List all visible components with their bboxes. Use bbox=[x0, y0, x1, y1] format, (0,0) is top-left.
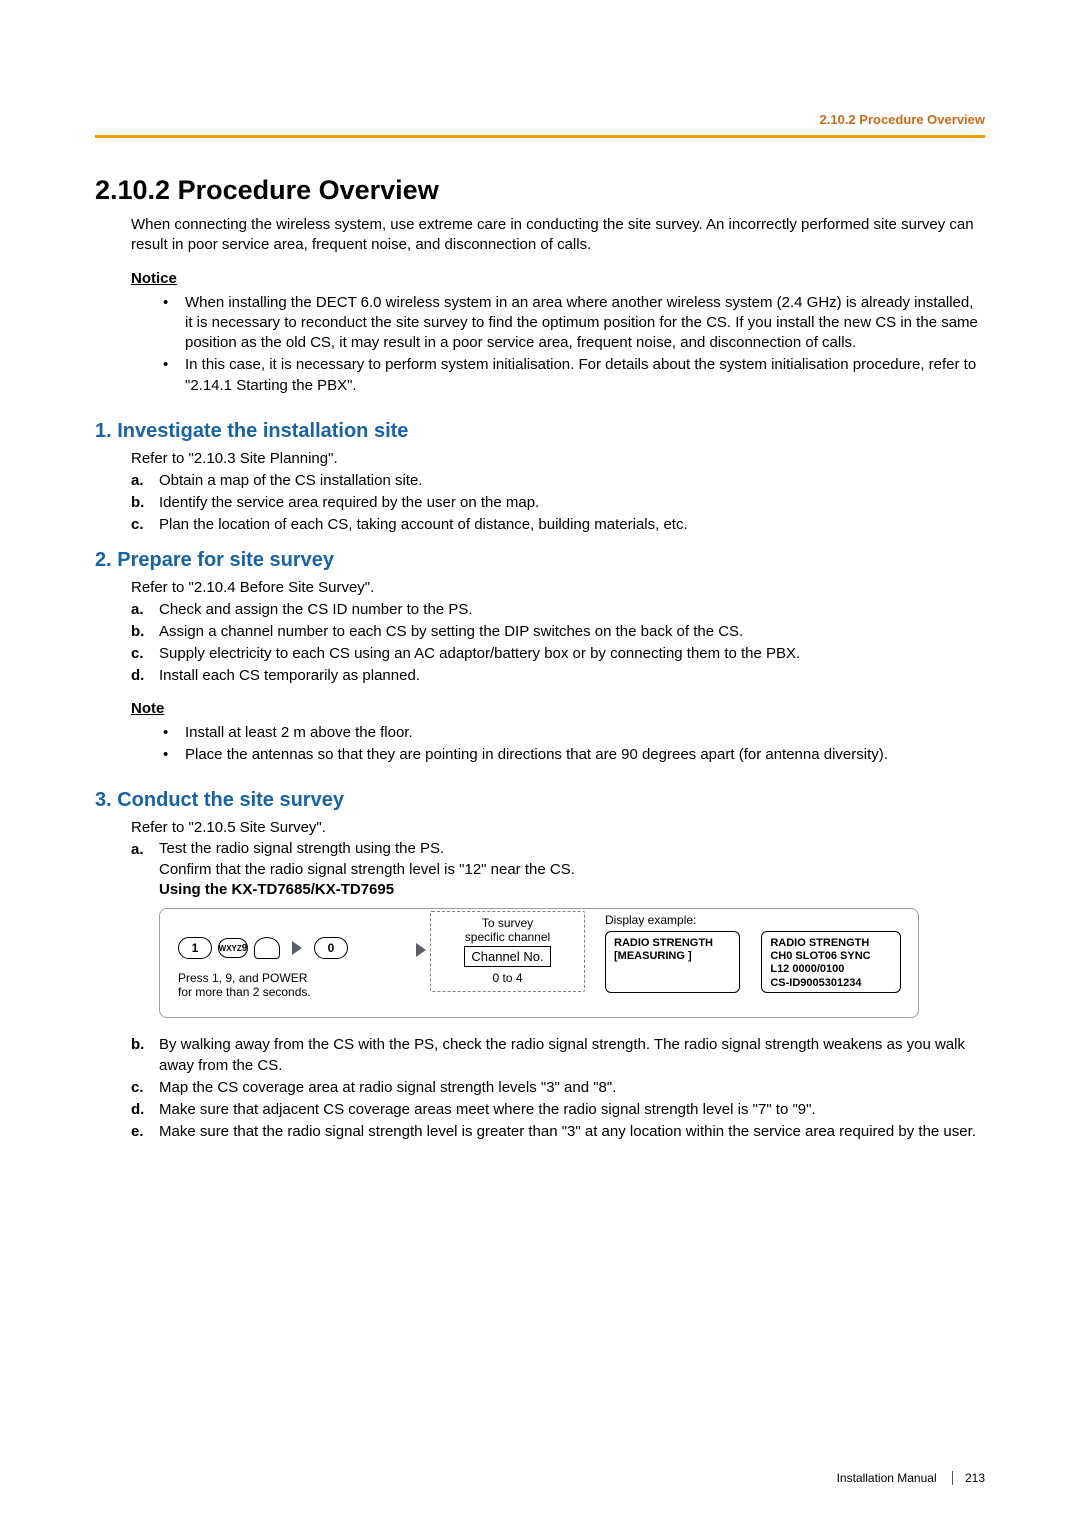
channel-range: 0 to 4 bbox=[437, 971, 578, 985]
list-item: b. Assign a channel number to each CS by … bbox=[131, 621, 985, 642]
item-text: Test the radio signal strength using the… bbox=[159, 839, 985, 900]
item-text: Obtain a map of the CS installation site… bbox=[159, 472, 422, 489]
display-box-result: RADIO STRENGTH CH0 SLOT06 SYNC L12 0000/… bbox=[761, 931, 901, 993]
section-3-list-a: a. Test the radio signal strength using … bbox=[131, 839, 985, 900]
display-example: Display example: RADIO STRENGTH [MEASURI… bbox=[605, 913, 901, 993]
item-letter: d. bbox=[131, 1099, 144, 1120]
refer-text: Refer to "2.10.3 Site Planning". bbox=[131, 450, 985, 467]
key-1-icon: 1 bbox=[178, 937, 212, 959]
item-text: Make sure that the radio signal strength… bbox=[159, 1123, 976, 1140]
list-item: a. Test the radio signal strength using … bbox=[131, 839, 985, 900]
notice-label: Notice bbox=[131, 270, 985, 287]
item-line: Confirm that the radio signal strength l… bbox=[159, 861, 575, 878]
note-item: Install at least 2 m above the floor. bbox=[185, 723, 985, 743]
section-3-list-rest: b. By walking away from the CS with the P… bbox=[131, 1034, 985, 1142]
power-key-icon bbox=[254, 937, 280, 959]
item-text: Install each CS temporarily as planned. bbox=[159, 667, 420, 684]
list-item: a. Check and assign the CS ID number to t… bbox=[131, 599, 985, 620]
item-text: Make sure that adjacent CS coverage area… bbox=[159, 1101, 816, 1118]
item-letter: a. bbox=[131, 599, 144, 620]
box-line: L12 0000/0100 bbox=[770, 963, 844, 975]
item-text: Check and assign the CS ID number to the… bbox=[159, 601, 473, 618]
notice-list: When installing the DECT 6.0 wireless sy… bbox=[185, 293, 985, 396]
box-line: CH0 SLOT06 SYNC bbox=[770, 950, 870, 962]
list-item: c. Plan the location of each CS, taking a… bbox=[131, 514, 985, 535]
item-bold-line: Using the KX-TD7685/KX-TD7695 bbox=[159, 881, 394, 898]
caption-line: Press 1, 9, and POWER bbox=[178, 971, 307, 985]
section-2-list: a. Check and assign the CS ID number to t… bbox=[131, 599, 985, 686]
item-letter: a. bbox=[131, 839, 144, 860]
item-text: Supply electricity to each CS using an A… bbox=[159, 645, 800, 662]
item-letter: c. bbox=[131, 1077, 144, 1098]
section-1-list: a. Obtain a map of the CS installation si… bbox=[131, 470, 985, 535]
refer-text: Refer to "2.10.4 Before Site Survey". bbox=[131, 579, 985, 596]
dash-caption: To survey specific channel bbox=[437, 916, 578, 944]
note-item: Place the antennas so that they are poin… bbox=[185, 745, 985, 765]
section-heading-1: 1. Investigate the installation site bbox=[95, 420, 985, 443]
notice-item: In this case, it is necessary to perform… bbox=[185, 355, 985, 396]
note-label: Note bbox=[131, 700, 985, 717]
header-rule bbox=[95, 135, 985, 138]
channel-dashed-box: To survey specific channel Channel No. 0… bbox=[430, 911, 585, 992]
list-item: e. Make sure that the radio signal streng… bbox=[131, 1121, 985, 1142]
section-heading-2: 2. Prepare for site survey bbox=[95, 549, 985, 572]
keys-caption: Press 1, 9, and POWER for more than 2 se… bbox=[178, 971, 311, 1000]
display-label: Display example: bbox=[605, 913, 696, 927]
item-letter: b. bbox=[131, 621, 144, 642]
page-footer: Installation Manual 213 bbox=[837, 1471, 985, 1485]
list-item: d. Make sure that adjacent CS coverage ar… bbox=[131, 1099, 985, 1120]
caption-line: for more than 2 seconds. bbox=[178, 985, 311, 999]
list-item: b. Identify the service area required by … bbox=[131, 492, 985, 513]
channel-no-box: Channel No. bbox=[464, 946, 550, 967]
footer-text: Installation Manual bbox=[837, 1471, 937, 1485]
item-text: By walking away from the CS with the PS,… bbox=[159, 1036, 965, 1074]
notice-item: When installing the DECT 6.0 wireless sy… bbox=[185, 293, 985, 354]
page-content: 2.10.2 Procedure Overview When connectin… bbox=[95, 175, 985, 1142]
item-text: Plan the location of each CS, taking acc… bbox=[159, 516, 688, 533]
item-line: Test the radio signal strength using the… bbox=[159, 840, 444, 857]
key-0-icon: 0 bbox=[314, 937, 348, 959]
item-letter: c. bbox=[131, 643, 144, 664]
display-box-measuring: RADIO STRENGTH [MEASURING ] bbox=[605, 931, 740, 993]
list-item: a. Obtain a map of the CS installation si… bbox=[131, 470, 985, 491]
refer-text: Refer to "2.10.5 Site Survey". bbox=[131, 819, 985, 836]
item-text: Identify the service area required by th… bbox=[159, 494, 539, 511]
key-sequence-diagram: 1 WXYZ9 0 Press 1, 9, and POWER for more… bbox=[159, 908, 919, 1018]
section-heading-3: 3. Conduct the site survey bbox=[95, 789, 985, 812]
page-title: 2.10.2 Procedure Overview bbox=[95, 175, 985, 206]
list-item: b. By walking away from the CS with the P… bbox=[131, 1034, 985, 1076]
arrow-right-icon bbox=[416, 943, 426, 957]
list-item: d. Install each CS temporarily as planned… bbox=[131, 665, 985, 686]
header-breadcrumb: 2.10.2 Procedure Overview bbox=[820, 112, 985, 127]
item-letter: b. bbox=[131, 1034, 144, 1055]
intro-paragraph: When connecting the wireless system, use… bbox=[131, 215, 985, 256]
key-row: 1 WXYZ9 0 bbox=[178, 937, 348, 959]
key-9-icon: WXYZ9 bbox=[218, 938, 248, 958]
box-line: [MEASURING ] bbox=[614, 950, 692, 962]
item-letter: a. bbox=[131, 470, 144, 491]
item-text: Assign a channel number to each CS by se… bbox=[159, 623, 743, 640]
item-letter: d. bbox=[131, 665, 144, 686]
box-line: RADIO STRENGTH bbox=[770, 937, 869, 949]
item-letter: b. bbox=[131, 492, 144, 513]
item-text: Map the CS coverage area at radio signal… bbox=[159, 1079, 616, 1096]
box-line: RADIO STRENGTH bbox=[614, 937, 713, 949]
page-number: 213 bbox=[952, 1471, 985, 1485]
note-list: Install at least 2 m above the floor. Pl… bbox=[185, 723, 985, 766]
item-letter: e. bbox=[131, 1121, 144, 1142]
item-letter: c. bbox=[131, 514, 144, 535]
arrow-right-icon bbox=[292, 941, 302, 955]
box-line: CS-ID9005301234 bbox=[770, 977, 861, 989]
list-item: c. Supply electricity to each CS using an… bbox=[131, 643, 985, 664]
list-item: c. Map the CS coverage area at radio sign… bbox=[131, 1077, 985, 1098]
